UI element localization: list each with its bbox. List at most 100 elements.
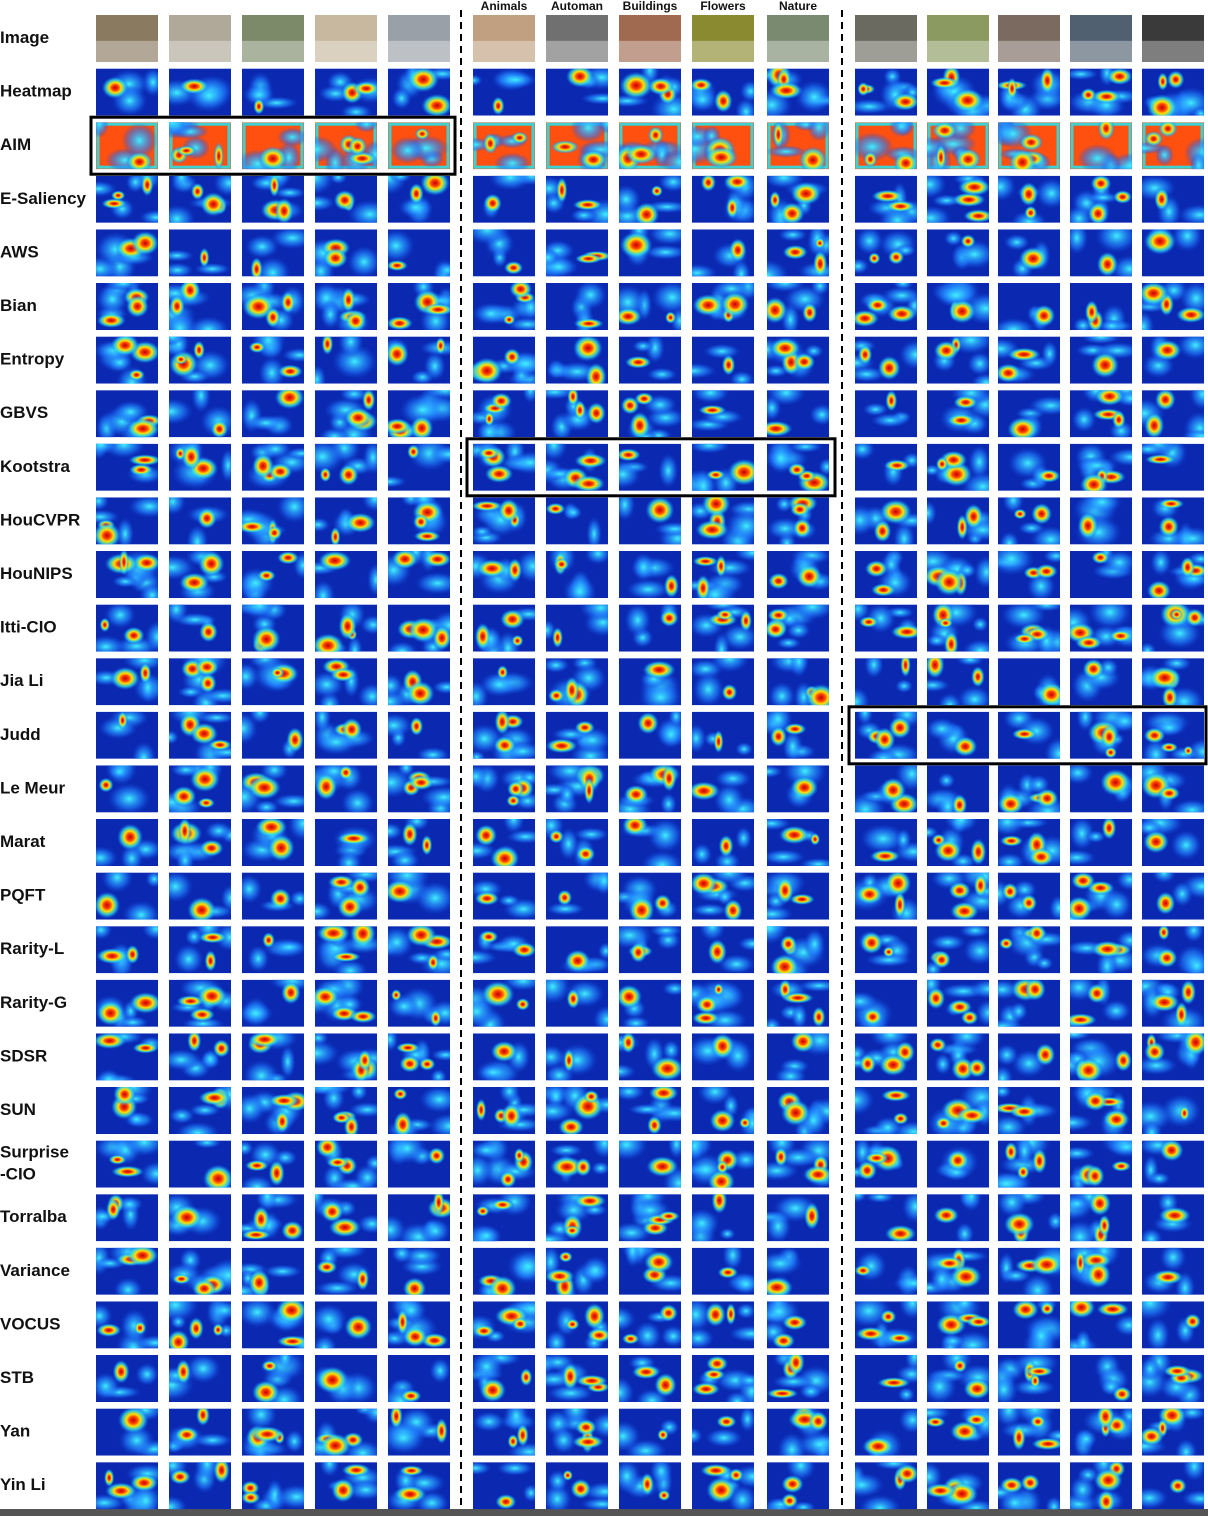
thumbnail [855, 551, 917, 598]
thumbnail [242, 1462, 304, 1510]
thumbnail [927, 283, 989, 330]
thumbnail [619, 1247, 681, 1295]
thumbnail [855, 872, 917, 920]
thumbnail [96, 497, 158, 545]
thumbnail [692, 497, 754, 545]
thumbnail [1142, 1247, 1204, 1295]
thumbnail [388, 336, 450, 384]
thumbnail [855, 68, 917, 116]
thumbnail [242, 926, 304, 974]
thumbnail [546, 229, 608, 277]
thumbnail [692, 1033, 754, 1081]
thumbnail [998, 926, 1060, 974]
thumbnail [169, 1033, 231, 1081]
thumbnail [96, 1462, 158, 1510]
thumbnail [546, 926, 608, 974]
thumbnail [388, 604, 450, 652]
thumbnail [388, 497, 450, 545]
thumbnail [619, 175, 681, 223]
column-header: Automan [551, 0, 603, 13]
thumbnail [998, 1355, 1060, 1402]
thumbnail [619, 658, 681, 706]
thumbnail [998, 1087, 1060, 1134]
thumbnail [546, 497, 608, 545]
thumbnail [546, 283, 608, 330]
thumbnail [855, 390, 917, 438]
thumbnail [692, 1140, 754, 1188]
thumbnail [473, 229, 535, 277]
thumbnail [242, 1301, 304, 1349]
thumbnail [169, 122, 231, 170]
thumbnail [473, 1194, 535, 1242]
row-label: AIM [0, 135, 31, 154]
thumbnail [855, 1033, 917, 1081]
thumbnail [767, 497, 829, 545]
bottom-bar [0, 1509, 1208, 1516]
thumbnail [998, 497, 1060, 545]
thumbnail [1070, 1408, 1132, 1456]
thumbnail [546, 765, 608, 813]
thumbnail [96, 765, 158, 813]
thumbnail [315, 390, 377, 438]
row-label: Variance [0, 1261, 70, 1280]
thumbnail [998, 122, 1060, 170]
thumbnail [1142, 604, 1204, 652]
thumbnail [692, 604, 754, 652]
thumbnail [169, 229, 231, 277]
thumbnail [546, 336, 608, 384]
thumbnail [315, 765, 377, 813]
thumbnail [692, 1247, 754, 1295]
thumbnail [1070, 15, 1132, 62]
thumbnail [315, 15, 377, 62]
row-label: SUN [0, 1100, 36, 1119]
thumbnail [242, 336, 304, 384]
thumbnail [767, 604, 829, 652]
thumbnail [619, 229, 681, 277]
thumbnail [96, 819, 158, 866]
row-label: Surprise [0, 1143, 69, 1162]
thumbnail [1142, 68, 1204, 116]
thumbnail [315, 1462, 377, 1510]
thumbnail [546, 1301, 608, 1349]
thumbnail [388, 229, 450, 277]
thumbnail [1142, 1301, 1204, 1349]
thumbnail [619, 1355, 681, 1402]
thumbnail [169, 15, 231, 62]
thumbnail [1070, 283, 1132, 330]
thumbnail [692, 1408, 754, 1456]
thumbnail [1070, 229, 1132, 277]
thumbnail [767, 979, 829, 1027]
thumbnail [927, 443, 989, 491]
thumbnail [242, 765, 304, 813]
thumbnail [767, 68, 829, 116]
thumbnail [998, 1247, 1060, 1295]
thumbnail [1070, 1462, 1132, 1510]
thumbnail [315, 1247, 377, 1295]
thumbnail [998, 175, 1060, 223]
thumbnail [1070, 926, 1132, 974]
thumbnail [927, 497, 989, 545]
thumbnail [998, 336, 1060, 384]
thumbnail [242, 1247, 304, 1295]
thumbnail [169, 283, 231, 330]
thumbnail [927, 1408, 989, 1456]
row-label: HouNIPS [0, 564, 73, 583]
thumbnail [619, 872, 681, 920]
thumbnail [767, 336, 829, 384]
thumbnail [1142, 872, 1204, 920]
thumbnail [169, 1087, 231, 1134]
thumbnail [315, 122, 377, 170]
row-label: Entropy [0, 350, 65, 369]
thumbnail [96, 1140, 158, 1188]
thumbnail [388, 765, 450, 813]
thumbnail [767, 711, 829, 759]
thumbnail [998, 283, 1060, 330]
thumbnail [169, 872, 231, 920]
row-label: Rarity-G [0, 993, 67, 1012]
thumbnail [927, 765, 989, 813]
thumbnail [242, 604, 304, 652]
thumbnail [619, 336, 681, 384]
thumbnail [998, 229, 1060, 277]
thumbnail [473, 336, 535, 384]
thumbnail [169, 497, 231, 545]
